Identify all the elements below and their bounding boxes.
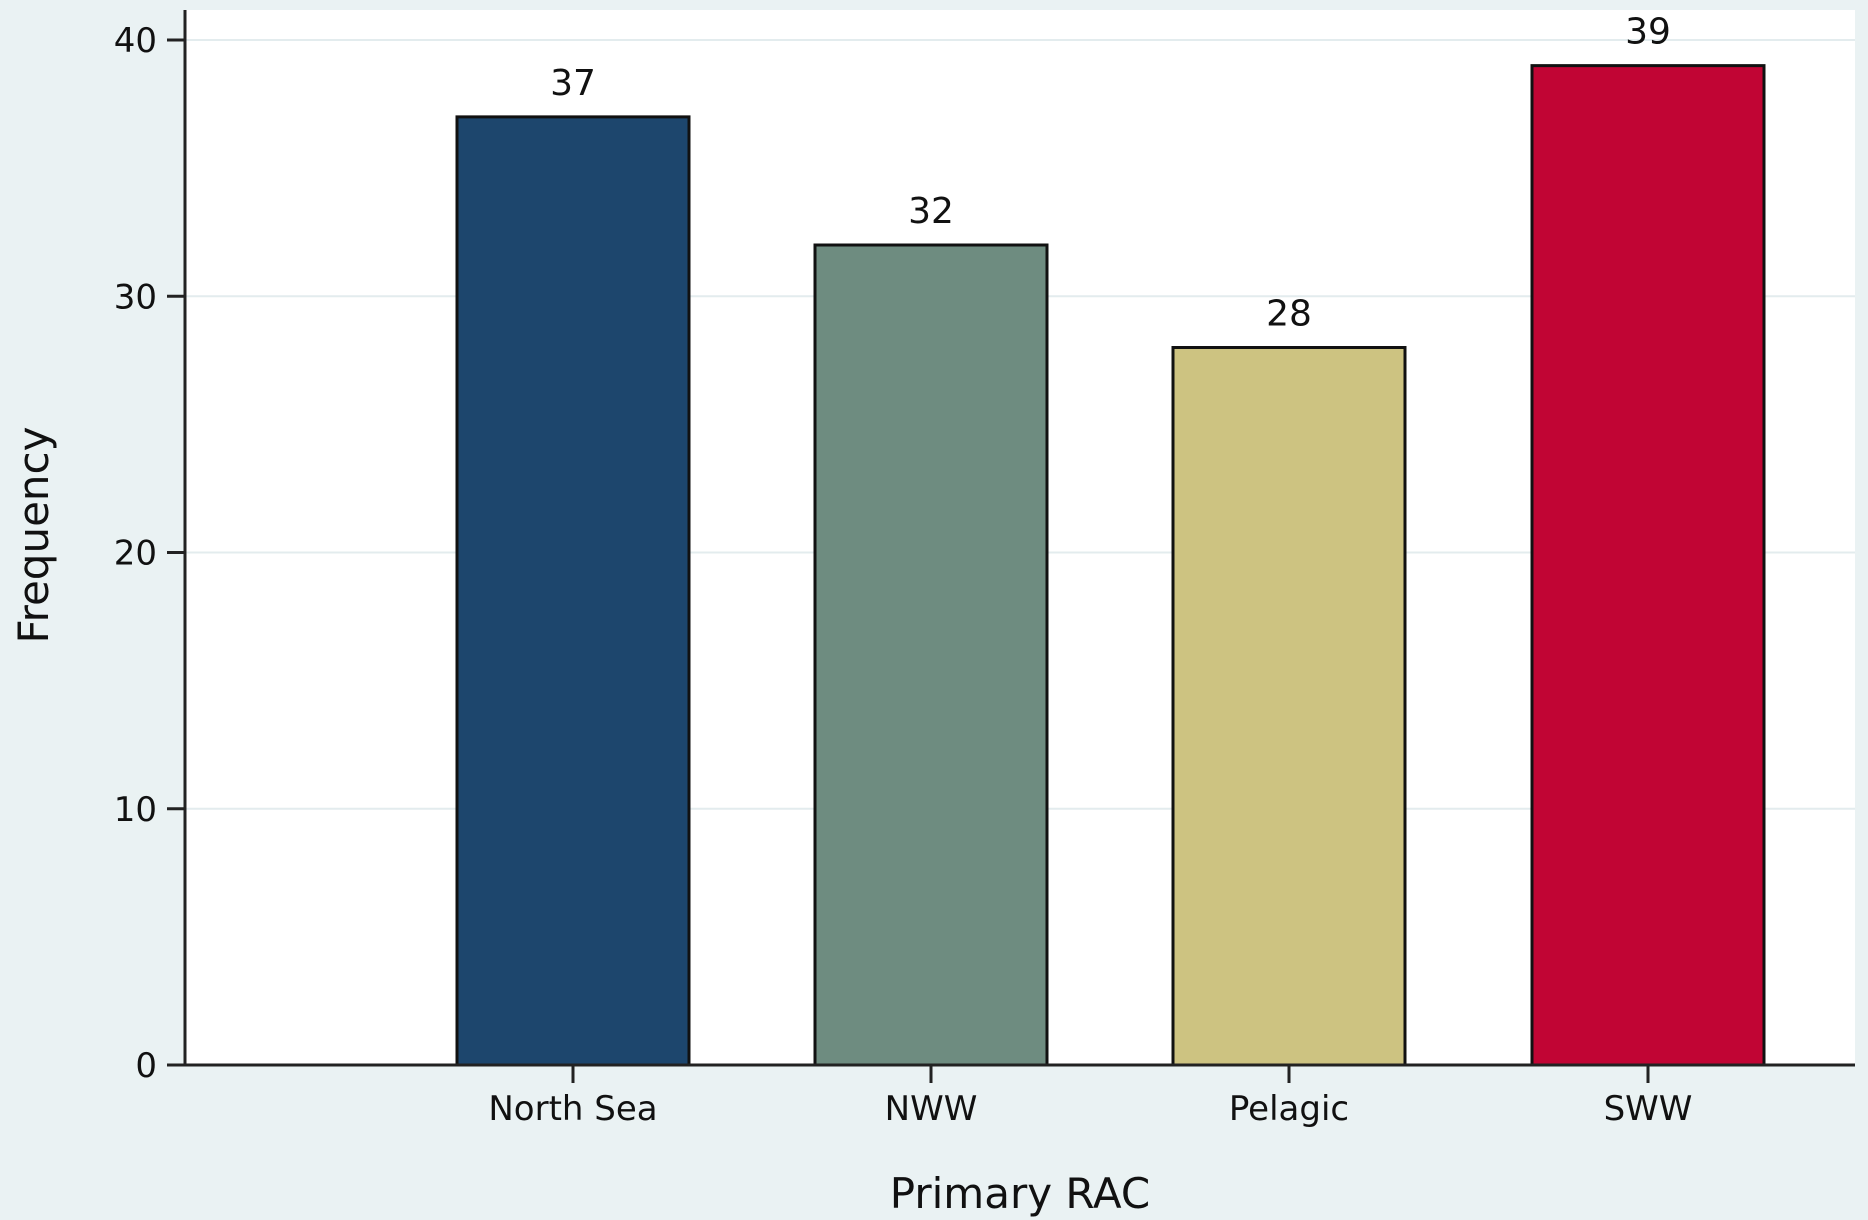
x-axis-title: Primary RAC <box>890 1169 1150 1218</box>
y-axis-title: Frequency <box>9 427 58 644</box>
x-axis-ticks: North Sea NWW Pelagic SWW <box>488 1065 1692 1129</box>
data-labels: 37 32 28 39 <box>550 12 1671 335</box>
x-tick-label: SWW <box>1604 1089 1693 1129</box>
bars <box>455 64 1766 1067</box>
x-tick-label: NWW <box>885 1089 978 1129</box>
x-tick-label: Pelagic <box>1229 1089 1349 1129</box>
y-axis-ticks: 0 10 20 30 40 <box>114 21 185 1086</box>
y-tick-label: 30 <box>114 277 157 317</box>
y-tick-label: 0 <box>135 1046 157 1086</box>
bar-pelagic <box>1171 346 1407 1067</box>
x-tick-label: North Sea <box>488 1089 657 1129</box>
data-label: 32 <box>908 191 954 232</box>
bar-sww <box>1530 64 1766 1067</box>
bar-nww <box>813 243 1049 1067</box>
bar-north-sea <box>455 115 691 1067</box>
y-tick-label: 10 <box>114 790 157 830</box>
data-label: 28 <box>1266 294 1312 335</box>
data-label: 39 <box>1625 12 1671 53</box>
data-label: 37 <box>550 63 596 104</box>
y-tick-label: 20 <box>114 534 157 574</box>
y-tick-label: 40 <box>114 21 157 61</box>
